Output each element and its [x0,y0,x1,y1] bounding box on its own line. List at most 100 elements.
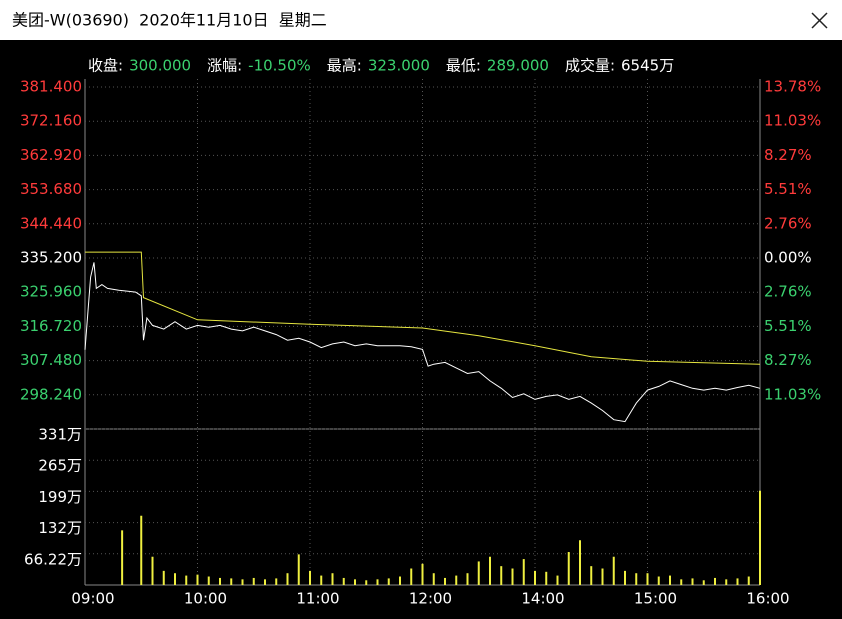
volume-bar [567,552,570,585]
title-bar [0,0,842,40]
volume-bar [691,578,694,585]
info-value: -10.50% [248,57,311,75]
volume-bar [196,574,199,585]
volume-bar [624,570,626,585]
y-tick-label: 298.240 [20,385,82,403]
volume-tick-label: 265万 [38,457,82,475]
volume-bar [489,556,491,585]
y-tick-label: 316.720 [20,317,82,335]
volume-bar [702,580,705,585]
volume-bar [500,566,503,585]
y2-tick-label: 8.27% [764,351,812,369]
y2-tick-label: 5.51% [764,180,812,198]
x-tick-label: 11:00 [296,590,339,608]
volume-bar [612,556,615,585]
volume-bar [342,577,345,585]
window-title: 美团-W(03690) 2020年11月10日 星期二 [12,11,327,30]
info-label: 涨幅: [207,57,242,75]
y-tick-label: 344.440 [20,214,82,232]
volume-bar [162,570,165,585]
y2-tick-label: 11.03% [764,112,821,130]
volume-bar [579,540,581,585]
y2-tick-label: 2.76% [764,283,812,301]
x-tick-label: 12:00 [409,590,452,608]
close-icon[interactable] [811,12,828,29]
volume-bar [421,563,424,585]
y2-tick-label: 2.76% [764,214,812,232]
volume-bar [725,579,728,585]
info-value: 300.000 [129,57,191,75]
volume-bar [590,566,593,585]
volume-bar [545,571,548,585]
volume-bar [455,575,458,585]
volume-bar [354,579,356,585]
volume-bar [646,573,649,585]
volume-bar [140,515,143,585]
volume-bar [657,576,660,585]
volume-bar [511,568,514,585]
price-line [84,262,761,423]
volume-bar [309,570,311,585]
close-button[interactable] [811,12,828,29]
y-tick-label: 372.160 [20,112,82,130]
volume-tick-label: 66.22万 [24,550,82,568]
volume-tick-label: 199万 [38,488,82,506]
info-label: 最高: [327,57,362,75]
volume-bar [376,579,379,585]
volume-bar [252,577,255,585]
x-tick-label: 09:00 [71,590,114,608]
volume-bar [432,573,435,585]
volume-bar [714,577,716,585]
volume-bar [320,575,323,585]
x-tick-label: 15:00 [634,590,677,608]
volume-bar [635,573,638,585]
volume-bar [466,573,469,585]
y-tick-label: 325.960 [20,283,82,301]
y2-tick-label: 13.78% [764,78,821,96]
volume-bar [286,573,289,585]
y2-tick-label: 8.27% [764,146,812,164]
volume-bar [534,570,536,585]
volume-tick-label: 132万 [38,519,82,537]
volume-bar [174,573,176,585]
y-tick-label: 307.480 [20,351,82,369]
y2-tick-label: 11.03% [764,385,821,403]
volume-bar [230,578,233,585]
volume-bar [297,554,300,585]
info-value: 6545万 [621,57,674,75]
volume-bar [680,579,683,585]
y2-tick-label: 5.51% [764,317,812,335]
volume-bar [219,577,221,585]
y-tick-label: 335.200 [20,249,82,267]
volume-bar [410,568,413,585]
x-tick-label: 14:00 [521,590,564,608]
volume-bar [399,576,401,585]
volume-bar [264,579,266,585]
volume-bar [747,576,750,585]
volume-bar [365,580,368,585]
x-tick-label: 10:00 [184,590,227,608]
volume-bar [185,575,188,585]
y-tick-label: 381.400 [20,78,82,96]
volume-bar [207,576,210,585]
volume-bar [151,556,154,585]
y-tick-label: 362.920 [20,146,82,164]
volume-bar [121,530,124,585]
info-value: 289.000 [487,57,549,75]
average-line [85,251,761,365]
info-label: 最低: [446,57,481,75]
info-label: 收盘: [88,57,123,75]
volume-bar [736,578,739,585]
volume-bar [601,568,604,585]
volume-bar [556,575,559,585]
volume-bar [522,559,525,585]
volume-bar [444,577,446,585]
x-tick-label: 16:00 [746,590,789,608]
volume-bar [241,579,244,585]
volume-bar [387,578,390,585]
volume-bar [331,573,334,585]
volume-tick-label: 331万 [38,426,82,444]
volume-bar [759,490,761,585]
info-label: 成交量: [565,57,615,75]
